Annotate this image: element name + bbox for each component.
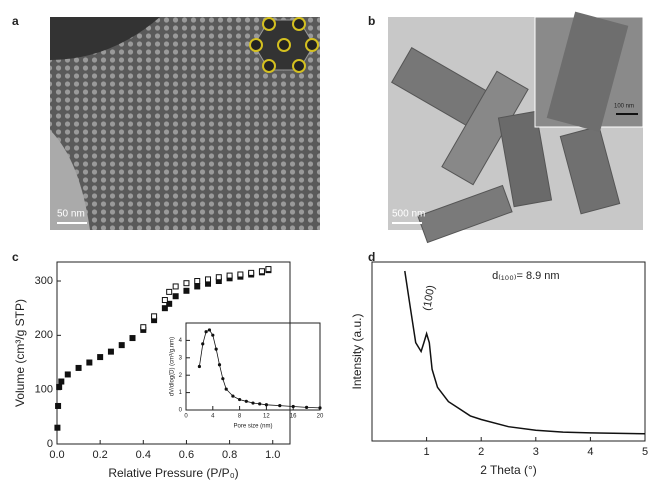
marker <box>167 289 172 294</box>
marker <box>184 288 189 293</box>
marker <box>292 405 295 408</box>
x-tick-label: 0.2 <box>92 449 107 461</box>
marker <box>55 425 60 430</box>
y-tick-label: 3 <box>179 355 183 361</box>
y-tick-label: 2 <box>179 373 183 379</box>
panel-label: d <box>368 250 375 264</box>
panel-b: b 100 nm 500 nm <box>368 12 643 243</box>
marker <box>87 360 92 365</box>
marker <box>225 388 228 391</box>
y-tick-label: 1 <box>179 390 183 396</box>
x-axis-label: 2 Theta (°) <box>480 463 537 477</box>
x-tick-label: 16 <box>290 414 297 420</box>
y-tick-label: 200 <box>35 329 53 341</box>
y-axis-label: Intensity (a.u.) <box>350 313 364 389</box>
x-tick-label: 2 <box>478 446 484 458</box>
x-tick-label: 1 <box>424 446 430 458</box>
marker <box>65 372 70 377</box>
marker <box>238 272 243 277</box>
plot-frame <box>372 262 645 441</box>
scale-bar <box>57 222 87 224</box>
x-tick-label: 3 <box>533 446 539 458</box>
marker <box>108 349 113 354</box>
figure: a 50 nm b 100 nm 500 nm c 0.0 0.2 0.4 0.6 0.8… <box>0 0 649 484</box>
marker <box>245 400 248 403</box>
marker <box>208 328 211 331</box>
x-axis-label: Pore size (nm) <box>233 424 272 430</box>
marker <box>205 330 208 333</box>
x-tick-label: 1.0 <box>265 449 280 461</box>
marker <box>57 384 62 389</box>
marker <box>251 401 254 404</box>
panel-a: a 50 nm <box>12 14 320 230</box>
y-axis-label: Volume (cm³/g STP) <box>13 299 27 407</box>
marker <box>265 403 268 406</box>
x-tick-label: 8 <box>238 414 242 420</box>
marker <box>195 284 200 289</box>
annotation: (100) <box>421 284 437 311</box>
marker <box>56 403 61 408</box>
scale-bar-label: 500 nm <box>392 209 425 220</box>
marker <box>141 325 146 330</box>
y-tick-label: 0 <box>47 438 53 450</box>
marker <box>238 398 241 401</box>
marker <box>173 284 178 289</box>
marker <box>221 377 224 380</box>
scale-bar <box>392 222 422 224</box>
x-tick-label: 0.6 <box>179 449 194 461</box>
marker <box>216 275 221 280</box>
marker <box>211 334 214 337</box>
line <box>199 330 320 408</box>
y-axis-label: dV/dlog(D) (cm³/g.nm) <box>170 337 176 396</box>
x-tick-label: 0 <box>184 414 188 420</box>
marker <box>119 343 124 348</box>
plot-frame <box>186 323 320 410</box>
marker <box>218 363 221 366</box>
x-tick-label: 20 <box>317 414 324 420</box>
line <box>405 271 645 434</box>
marker <box>278 404 281 407</box>
marker <box>198 365 201 368</box>
marker <box>59 379 64 384</box>
marker <box>162 298 167 303</box>
marker <box>201 342 204 345</box>
scale-bar <box>616 113 638 115</box>
x-tick-label: 0.4 <box>136 449 151 461</box>
panel-label: b <box>368 14 375 28</box>
y-tick-label: 0 <box>179 408 183 414</box>
x-tick-label: 0.8 <box>222 449 237 461</box>
marker <box>173 294 178 299</box>
marker <box>152 314 157 319</box>
marker <box>318 406 321 409</box>
marker <box>130 336 135 341</box>
marker <box>215 348 218 351</box>
x-tick-label: 0.0 <box>49 449 64 461</box>
x-axis-label: Relative Pressure (P/P₀) <box>108 466 238 480</box>
marker <box>98 355 103 360</box>
y-tick-label: 100 <box>35 384 53 396</box>
marker <box>259 269 264 274</box>
marker <box>76 365 81 370</box>
marker <box>305 406 308 409</box>
y-tick-label: 300 <box>35 275 53 287</box>
x-tick-label: 5 <box>642 446 648 458</box>
x-tick-label: 4 <box>211 414 215 420</box>
marker <box>249 270 254 275</box>
marker <box>195 279 200 284</box>
marker <box>206 277 211 282</box>
x-tick-label: 12 <box>263 414 270 420</box>
scale-bar-label: 100 nm <box>614 104 634 110</box>
marker <box>184 281 189 286</box>
y-tick-label: 4 <box>179 338 183 344</box>
annotation: d₍₁₀₀₎= 8.9 nm <box>492 270 559 282</box>
panel-label: a <box>12 14 19 28</box>
marker <box>231 394 234 397</box>
x-tick-label: 4 <box>587 446 593 458</box>
marker <box>227 273 232 278</box>
marker <box>266 267 271 272</box>
panel-label: c <box>12 250 19 264</box>
scale-bar-label: 50 nm <box>57 209 85 220</box>
marker <box>258 402 261 405</box>
